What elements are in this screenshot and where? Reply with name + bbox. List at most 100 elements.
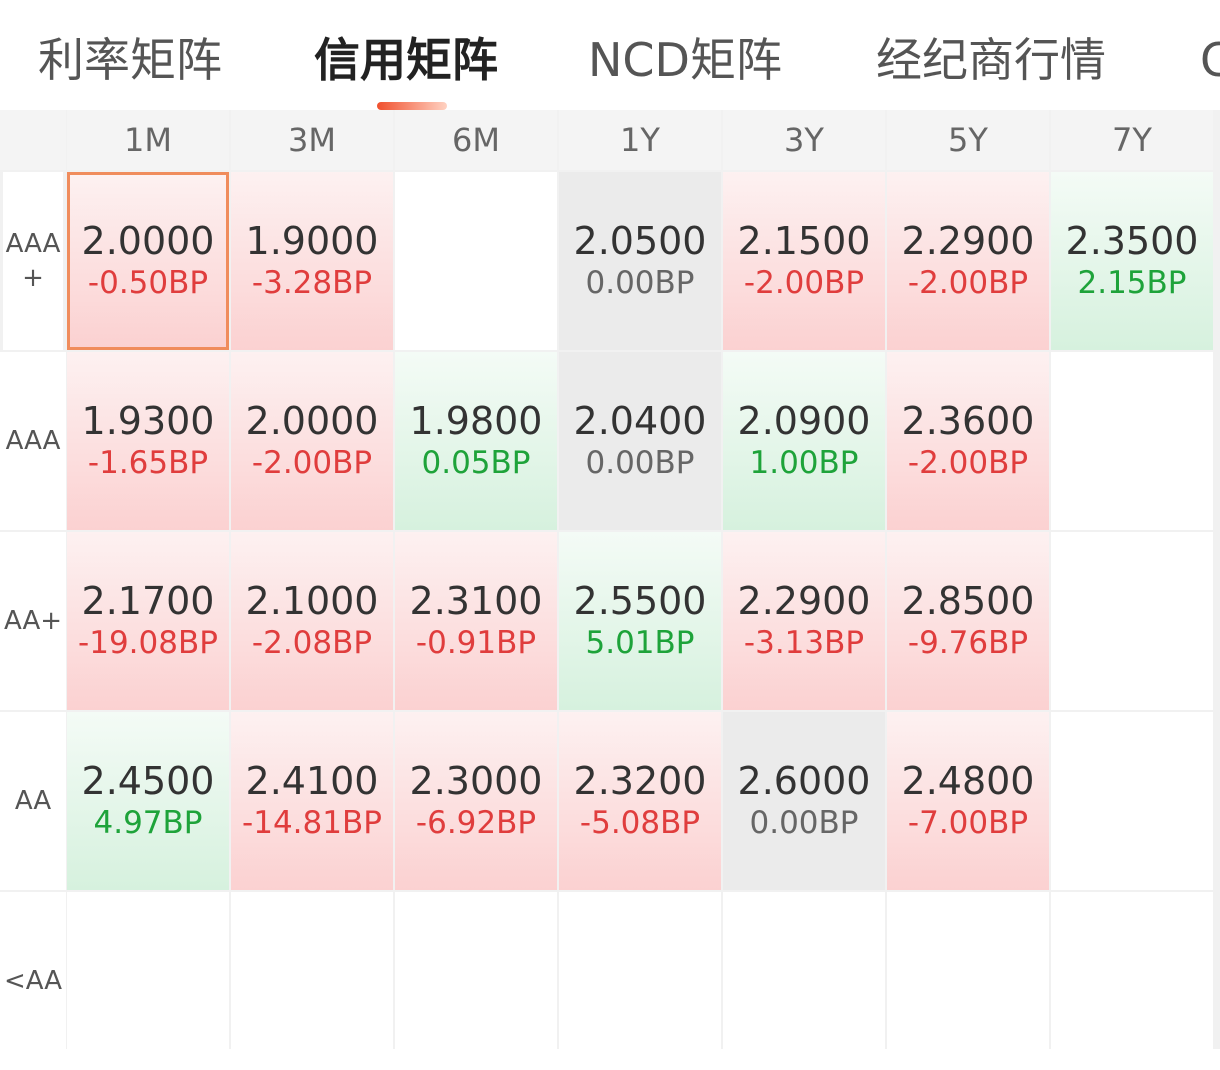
yield-value: 2.8500	[901, 579, 1035, 623]
yield-value: 2.0000	[245, 399, 379, 443]
matrix-cell[interactable]	[1051, 712, 1213, 890]
matrix-cell[interactable]: 2.4100 -14.81BP	[231, 712, 393, 890]
bp-change: 5.01BP	[585, 625, 695, 661]
row-header: <AA	[0, 892, 66, 1070]
yield-value: 2.1700	[81, 579, 215, 623]
tab-ncd-matrix[interactable]: NCD矩阵	[588, 33, 782, 87]
yield-value: 2.4100	[245, 759, 379, 803]
yield-value: 2.3500	[1065, 219, 1199, 263]
tab-credit-matrix[interactable]: 信用矩阵	[314, 33, 498, 87]
bp-change: 1.00BP	[749, 445, 859, 481]
bp-change: -6.92BP	[415, 805, 537, 841]
column-header: 5Y	[887, 110, 1049, 170]
matrix-cell[interactable]: 2.3100 -0.91BP	[395, 532, 557, 710]
tab-bar: 利率矩阵 信用矩阵 NCD矩阵 经纪商行情 C	[0, 0, 1220, 110]
matrix-cell[interactable]	[67, 892, 229, 1070]
matrix-cell[interactable]	[395, 172, 557, 350]
matrix-cell[interactable]: 2.2900 -3.13BP	[723, 532, 885, 710]
column-header: 3M	[231, 110, 393, 170]
yield-value: 2.4500	[81, 759, 215, 803]
tab-broker-quotes[interactable]: 经纪商行情	[876, 33, 1106, 87]
matrix-cell[interactable]: 2.1000 -2.08BP	[231, 532, 393, 710]
matrix-cell[interactable]: 2.3000 -6.92BP	[395, 712, 557, 890]
matrix-cell[interactable]: 2.5500 5.01BP	[559, 532, 721, 710]
yield-value: 2.3100	[409, 579, 543, 623]
matrix-cell[interactable]	[1051, 892, 1213, 1070]
bp-change: 0.00BP	[585, 265, 695, 301]
bp-change: -9.76BP	[907, 625, 1029, 661]
bp-change: -2.08BP	[251, 625, 373, 661]
matrix-cell[interactable]	[395, 892, 557, 1070]
column-header: 1Y	[559, 110, 721, 170]
row-header: AA+	[0, 532, 66, 710]
matrix-cell[interactable]	[559, 892, 721, 1070]
row-header: AAA	[0, 352, 66, 530]
matrix-cell[interactable]	[1051, 532, 1213, 710]
bp-change: -0.91BP	[415, 625, 537, 661]
matrix-cell[interactable]	[1051, 352, 1213, 530]
yield-value: 2.2900	[901, 219, 1035, 263]
yield-value: 1.9800	[409, 399, 543, 443]
yield-value: 2.0900	[737, 399, 871, 443]
bp-change: -0.50BP	[87, 265, 209, 301]
credit-matrix-grid: 1M 3M 6M 1Y 3Y 5Y 7Y AAA+ 2.0000 -0.50BP 1.9000 -3.…	[0, 110, 1220, 1070]
column-header: 6M	[395, 110, 557, 170]
yield-value: 2.6000	[737, 759, 871, 803]
matrix-cell[interactable]: 2.0400 0.00BP	[559, 352, 721, 530]
bp-change: -3.28BP	[251, 265, 373, 301]
bp-change: -7.00BP	[907, 805, 1029, 841]
matrix-cell[interactable]: 1.9300 -1.65BP	[67, 352, 229, 530]
yield-value: 1.9000	[245, 219, 379, 263]
bp-change: -5.08BP	[579, 805, 701, 841]
grid-corner	[0, 110, 66, 170]
yield-value: 2.3000	[409, 759, 543, 803]
active-tab-indicator	[377, 102, 447, 110]
matrix-cell[interactable]	[231, 892, 393, 1070]
matrix-cell[interactable]: 2.0500 0.00BP	[559, 172, 721, 350]
tab-more[interactable]: C	[1200, 33, 1220, 87]
bp-change: 2.15BP	[1077, 265, 1187, 301]
yield-value: 2.5500	[573, 579, 707, 623]
matrix-cell[interactable]: 2.0000 -2.00BP	[231, 352, 393, 530]
matrix-cell[interactable]: 2.8500 -9.76BP	[887, 532, 1049, 710]
bp-change: -2.00BP	[907, 445, 1029, 481]
matrix-cell[interactable]: 2.3200 -5.08BP	[559, 712, 721, 890]
bp-change: -3.13BP	[743, 625, 865, 661]
matrix-cell[interactable]: 2.3500 2.15BP	[1051, 172, 1213, 350]
matrix-cell[interactable]: 1.9800 0.05BP	[395, 352, 557, 530]
matrix-cell[interactable]: 2.4500 4.97BP	[67, 712, 229, 890]
bp-change: -2.00BP	[251, 445, 373, 481]
column-header: 7Y	[1051, 110, 1213, 170]
yield-value: 2.0000	[81, 219, 215, 263]
row-header: AA	[0, 712, 66, 890]
yield-value: 2.2900	[737, 579, 871, 623]
matrix-cell[interactable]: 2.6000 0.00BP	[723, 712, 885, 890]
row-header: AAA+	[3, 172, 63, 350]
bp-change: -1.65BP	[87, 445, 209, 481]
yield-value: 2.3600	[901, 399, 1035, 443]
bp-change: 0.00BP	[585, 445, 695, 481]
bp-change: 0.00BP	[749, 805, 859, 841]
bp-change: -14.81BP	[242, 805, 382, 841]
tab-rate-matrix[interactable]: 利率矩阵	[38, 33, 222, 87]
bp-change: -2.00BP	[907, 265, 1029, 301]
matrix-cell[interactable]: 2.0900 1.00BP	[723, 352, 885, 530]
matrix-cell[interactable]: 1.9000 -3.28BP	[231, 172, 393, 350]
matrix-cell[interactable]: 2.1500 -2.00BP	[723, 172, 885, 350]
matrix-cell[interactable]: 2.3600 -2.00BP	[887, 352, 1049, 530]
matrix-cell[interactable]	[887, 892, 1049, 1070]
matrix-cell[interactable]: 2.1700 -19.08BP	[67, 532, 229, 710]
matrix-cell[interactable]: 2.0000 -0.50BP	[67, 172, 229, 350]
yield-value: 2.3200	[573, 759, 707, 803]
matrix-cell[interactable]: 2.2900 -2.00BP	[887, 172, 1049, 350]
matrix-cell[interactable]: 2.4800 -7.00BP	[887, 712, 1049, 890]
bp-change: -2.00BP	[743, 265, 865, 301]
matrix-cell[interactable]	[723, 892, 885, 1070]
yield-value: 2.1500	[737, 219, 871, 263]
yield-value: 1.9300	[81, 399, 215, 443]
yield-value: 2.4800	[901, 759, 1035, 803]
yield-value: 2.0500	[573, 219, 707, 263]
bp-change: -19.08BP	[78, 625, 218, 661]
bp-change: 0.05BP	[421, 445, 531, 481]
column-header: 1M	[67, 110, 229, 170]
